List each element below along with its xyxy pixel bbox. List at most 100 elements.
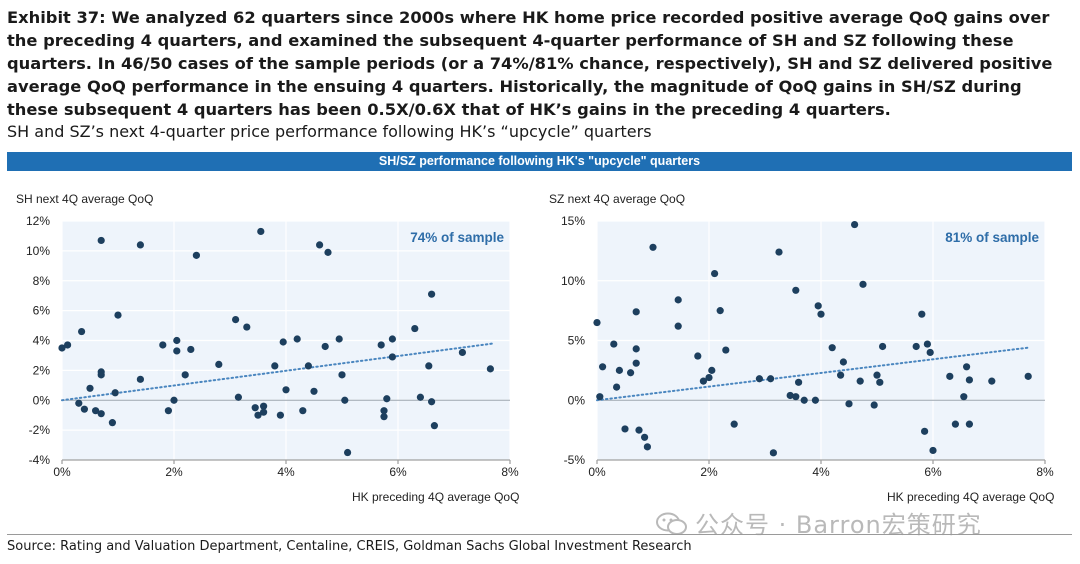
sh-data-point xyxy=(58,344,66,352)
sh-data-point xyxy=(428,290,436,298)
sh-xlabel: HK preceding 4Q average QoQ xyxy=(352,490,520,504)
sz-ylabel: SZ next 4Q average QoQ xyxy=(549,192,686,206)
sz-data-point xyxy=(694,352,702,360)
sz-data-point xyxy=(705,373,713,382)
sh-data-point xyxy=(136,241,144,249)
sz-data-point xyxy=(792,286,800,294)
sh-data-point xyxy=(159,341,167,349)
exhibit-title: Exhibit 37: We analyzed 62 quarters sinc… xyxy=(7,8,1053,119)
sz-data-point xyxy=(641,433,649,441)
sz-data-point xyxy=(730,420,738,428)
sz-data-point xyxy=(870,401,878,409)
sh-data-point xyxy=(251,404,259,412)
sz-data-point xyxy=(879,342,887,351)
sh-data-point xyxy=(324,248,332,256)
sh-y-tick-label: 6% xyxy=(33,304,51,318)
sz-data-point xyxy=(674,322,682,330)
sh-data-point xyxy=(108,419,116,427)
exhibit-subtitle: SH and SZ’s next 4-quarter price perform… xyxy=(7,122,652,141)
sh-data-point xyxy=(215,360,223,368)
sz-data-point xyxy=(828,344,836,352)
sh-y-tick-label: -2% xyxy=(29,423,51,437)
sz-data-point xyxy=(792,393,800,401)
sh-data-point xyxy=(111,389,119,397)
sh-y-tick-label: 0% xyxy=(33,393,51,407)
sz-data-point xyxy=(635,426,643,434)
sh-data-point xyxy=(304,362,312,370)
sh-data-point xyxy=(458,348,466,357)
sz-data-point xyxy=(621,425,629,433)
sz-xlabel: HK preceding 4Q average QoQ xyxy=(887,490,1055,504)
sh-data-point xyxy=(254,411,262,419)
sz-y-tick-label: 15% xyxy=(561,214,585,228)
sh-data-point xyxy=(136,375,144,383)
sh-data-point xyxy=(377,341,385,349)
sz-data-point xyxy=(1024,372,1032,380)
chart-band-title: SH/SZ performance following HK's "upcycl… xyxy=(7,152,1072,171)
sh-x-tick-label: 0% xyxy=(53,465,71,479)
wechat-icon xyxy=(656,512,687,535)
sz-data-point xyxy=(632,308,640,316)
sz-data-point xyxy=(615,366,623,374)
sh-data-point xyxy=(173,347,181,355)
sh-x-tick-label: 6% xyxy=(389,465,407,479)
sz-data-point xyxy=(814,302,822,310)
sh-data-point xyxy=(170,396,178,404)
sh-data-point xyxy=(428,398,436,406)
sz-data-point xyxy=(951,420,959,428)
sh-data-point xyxy=(383,395,391,403)
sh-data-point xyxy=(279,338,287,346)
sz-data-point xyxy=(674,296,682,304)
sh-data-point xyxy=(486,365,494,373)
sz-y-tick-label: 10% xyxy=(561,274,585,288)
sz-x-tick-label: 0% xyxy=(588,465,606,479)
sz-data-point xyxy=(649,243,657,251)
sz-data-point xyxy=(811,396,819,404)
sh-data-point xyxy=(97,368,105,376)
sz-data-point xyxy=(699,377,707,385)
sz-data-point xyxy=(795,378,803,386)
sz-data-point xyxy=(988,377,996,385)
sz-data-point xyxy=(929,446,937,455)
sh-data-point xyxy=(344,448,352,457)
sh-y-tick-label: -4% xyxy=(29,453,51,467)
sz-scatter-chart: 0% 2% 4% 6% 8%-5%0%5%10%15%81% of sample xyxy=(561,214,1054,479)
sh-data-point xyxy=(316,241,324,249)
sh-data-point xyxy=(380,413,388,421)
sz-data-point xyxy=(876,378,884,386)
sh-data-point xyxy=(75,399,83,407)
sh-data-point xyxy=(260,408,268,416)
sh-data-point xyxy=(425,362,433,370)
sz-data-point xyxy=(593,318,601,327)
sh-data-point xyxy=(97,236,105,245)
sh-data-point xyxy=(232,315,240,324)
sz-data-point xyxy=(722,346,730,354)
sh-data-point xyxy=(276,411,284,419)
sh-data-point xyxy=(234,393,242,401)
sz-data-point xyxy=(851,220,859,229)
sh-data-point xyxy=(299,407,307,415)
sh-data-point xyxy=(416,393,424,401)
sz-data-point xyxy=(711,269,719,278)
sz-data-point xyxy=(923,340,931,348)
sz-data-point xyxy=(632,345,640,353)
sz-data-point xyxy=(800,396,808,404)
sh-data-point xyxy=(335,335,343,343)
sh-scatter-chart: 0% 2% 4% 6% 8% -4% -2% 0% 2% 4% 6% 8% 10% 12% 74% of s… xyxy=(26,214,519,479)
sz-trendline xyxy=(596,346,1030,402)
sh-data-point xyxy=(86,384,94,392)
sz-data-point xyxy=(921,427,929,435)
sh-data-point xyxy=(321,342,329,351)
sh-data-point xyxy=(64,341,72,349)
sz-data-point xyxy=(632,359,640,367)
sz-data-point xyxy=(610,340,618,348)
sz-data-point xyxy=(926,348,934,357)
sz-data-point xyxy=(912,342,920,351)
sh-y-tick-label: 2% xyxy=(33,363,51,377)
sh-x-tick-label: 2% xyxy=(165,465,183,479)
sh-y-tick-label: 4% xyxy=(33,334,51,348)
footer-rule xyxy=(7,534,1072,535)
sh-data-point xyxy=(92,407,100,415)
sz-data-point xyxy=(596,393,604,401)
sz-data-point xyxy=(946,372,954,380)
